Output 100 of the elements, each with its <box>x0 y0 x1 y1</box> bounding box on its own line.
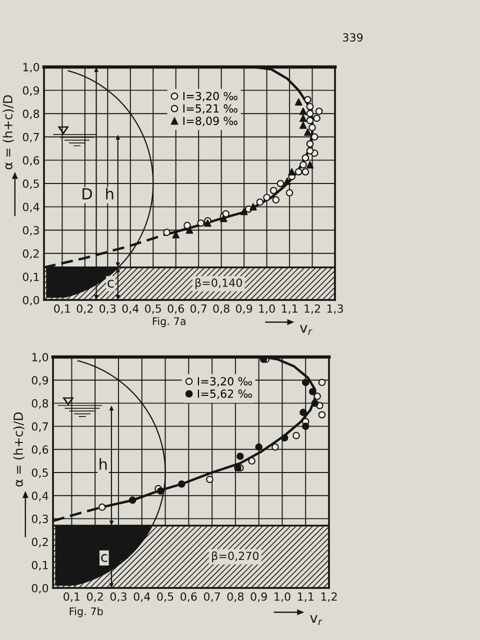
point <box>294 98 302 106</box>
annotation: D <box>82 188 92 200</box>
y-tick-label: 1,0 <box>23 62 40 73</box>
point <box>186 226 194 234</box>
point <box>300 408 307 416</box>
point <box>304 128 312 136</box>
point <box>300 161 307 169</box>
point <box>276 180 284 188</box>
point <box>302 154 310 162</box>
x-axis-title: v$_{r}$ <box>300 325 312 335</box>
y-tick-label: 0,8 <box>22 110 40 120</box>
x-tick-label: 0,2 <box>76 304 93 314</box>
legend-label: I=3,20 ‰ <box>183 92 238 102</box>
y-tick-label: 0,9 <box>32 376 48 386</box>
point <box>288 168 296 176</box>
y-tick-label: 0,7 <box>32 422 48 432</box>
x-tick-label: 0,6 <box>168 304 184 314</box>
point <box>248 457 256 465</box>
y-tick-label: 0,2 <box>22 249 39 259</box>
point <box>306 161 314 169</box>
point <box>204 219 212 227</box>
band-label: β=0,270 <box>212 551 259 562</box>
y-tick-label: 0,0 <box>32 584 48 594</box>
y-tick-label: 0,4 <box>32 492 48 502</box>
y-tick-label: 0,6 <box>32 445 48 455</box>
y-tick-label: 0,9 <box>22 86 40 96</box>
point <box>311 400 319 407</box>
legend-label: I=5,21 ‰ <box>183 104 238 114</box>
point <box>294 168 302 176</box>
point <box>272 443 279 451</box>
x-tick-label: 0,1 <box>54 304 70 314</box>
point <box>302 168 310 176</box>
point <box>128 496 136 504</box>
x-tick-label: 0,3 <box>100 304 116 314</box>
point <box>302 422 310 430</box>
x-tick-label: 0,8 <box>227 592 244 602</box>
y-tick-label: 0,5 <box>32 468 48 478</box>
x-tick-label: 0,6 <box>180 592 197 602</box>
point <box>308 388 316 396</box>
y-tick-label: 0,2 <box>32 538 48 548</box>
x-axis-title: v$_{r}$ <box>310 615 322 626</box>
point <box>236 452 244 460</box>
point <box>313 114 320 122</box>
text: 339 <box>343 33 363 42</box>
point <box>318 411 326 418</box>
point <box>284 178 291 185</box>
point <box>306 102 314 110</box>
point <box>314 392 321 400</box>
x-tick-label: 0,7 <box>204 592 220 602</box>
point <box>197 219 205 227</box>
x-tick-label: 1,0 <box>274 592 290 602</box>
x-tick-label: 0,5 <box>157 592 174 602</box>
point <box>302 378 310 386</box>
caption: Fig. 7b <box>70 607 103 618</box>
x-tick-label: 1,1 <box>298 592 314 602</box>
point <box>98 503 106 511</box>
legend-label: I=5,62 ‰ <box>198 390 252 400</box>
x-tick-label: 0,3 <box>110 592 126 602</box>
band-label: β=0,140 <box>196 278 242 290</box>
y-tick-label: 0,7 <box>22 132 39 142</box>
point <box>270 186 278 194</box>
point <box>178 480 186 488</box>
y-tick-label: 0,5 <box>22 179 39 190</box>
x-tick-label: 0,1 <box>64 592 80 602</box>
annotation: c <box>101 554 108 562</box>
point <box>306 116 314 124</box>
annotation: h <box>106 188 114 200</box>
point <box>255 443 262 451</box>
point <box>306 140 314 148</box>
legend-label: I=8,09 ‰ <box>183 116 238 126</box>
y-axis-title: α = (h+c)/D <box>13 412 24 486</box>
point <box>249 203 257 210</box>
x-tick-label: 1,0 <box>259 304 275 314</box>
point <box>206 476 214 484</box>
x-tick-label: 0,5 <box>145 304 161 314</box>
point <box>308 124 316 132</box>
y-tick-label: 0,6 <box>22 156 40 166</box>
caption: Fig. 7a <box>152 317 186 328</box>
point <box>280 434 288 442</box>
legend-label: I=3,20 ‰ <box>198 377 252 387</box>
y-tick-label: 1,0 <box>32 352 48 363</box>
point <box>272 196 280 204</box>
x-tick-label: 0,7 <box>190 304 206 314</box>
point <box>292 432 300 440</box>
x-tick-label: 1,3 <box>327 304 343 314</box>
point <box>240 208 248 216</box>
point <box>156 487 164 495</box>
y-tick-label: 0,4 <box>22 202 40 212</box>
y-tick-label: 0,0 <box>22 296 40 306</box>
point <box>234 464 242 472</box>
x-tick-label: 0,9 <box>236 304 252 314</box>
point <box>318 378 326 386</box>
point <box>286 189 294 196</box>
point <box>315 108 323 115</box>
x-tick-label: 0,2 <box>87 592 103 602</box>
x-tick-label: 1,1 <box>282 304 298 314</box>
point <box>306 110 314 118</box>
y-axis-title: α = (h+c)/D <box>2 95 14 170</box>
annotation: h <box>100 458 107 470</box>
x-tick-label: 0,4 <box>134 592 150 602</box>
